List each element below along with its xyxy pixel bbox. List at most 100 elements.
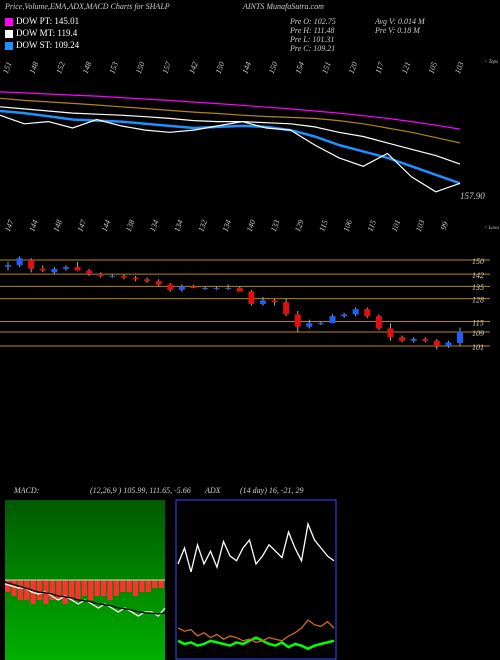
candle-body bbox=[317, 323, 324, 325]
bottom-label: 148 bbox=[51, 219, 64, 233]
y-tick-label: 101 bbox=[472, 343, 484, 352]
top-label: 154 bbox=[294, 61, 307, 75]
top-label: 117 bbox=[373, 60, 386, 75]
histogram-bar bbox=[49, 580, 55, 600]
histogram-bar bbox=[133, 580, 139, 596]
candle-body bbox=[352, 309, 359, 315]
stat: Pre C: 109.21 bbox=[289, 44, 335, 53]
histogram-bar bbox=[37, 580, 43, 600]
top-label: 157 bbox=[161, 60, 174, 75]
bottom-label: 140 bbox=[245, 219, 258, 233]
candle-body bbox=[364, 309, 371, 317]
candle-body bbox=[283, 302, 290, 315]
candle-body bbox=[109, 275, 116, 277]
chart-subtitle: AINTS MunafaSutra.com bbox=[242, 2, 324, 11]
legend-swatch bbox=[5, 30, 13, 38]
bottom-label: 132 bbox=[196, 219, 209, 233]
bottom-label: 134 bbox=[221, 219, 234, 233]
bottom-label: 138 bbox=[124, 219, 137, 233]
top-label: 105 bbox=[426, 61, 439, 75]
bottom-label: 99 bbox=[439, 220, 450, 231]
stat: Pre L: 101.31 bbox=[289, 35, 334, 44]
series-line bbox=[177, 619, 335, 644]
candle-body bbox=[294, 314, 301, 327]
bottom-label: 144 bbox=[27, 219, 40, 233]
top-label: 144 bbox=[240, 61, 253, 75]
candle-body bbox=[445, 342, 452, 347]
candle-body bbox=[457, 331, 463, 343]
series-line bbox=[0, 97, 461, 144]
bottom-label: 115 bbox=[317, 219, 329, 233]
bottom-label: 134 bbox=[148, 219, 161, 233]
histogram-bar bbox=[113, 580, 119, 596]
top-label: 148 bbox=[81, 61, 94, 75]
candle-body bbox=[271, 300, 278, 303]
top-note: < Tops bbox=[484, 60, 498, 65]
adx-subtitle: (14 day) 16, -21, 29 bbox=[240, 486, 304, 495]
candle-body bbox=[306, 323, 313, 327]
macd-title: MACD: bbox=[13, 486, 40, 495]
candle-body bbox=[62, 267, 69, 269]
histogram-bar bbox=[69, 580, 75, 600]
series-line bbox=[0, 91, 461, 130]
histogram-bar bbox=[152, 580, 158, 588]
legend-swatch bbox=[5, 42, 13, 50]
candle-body bbox=[74, 267, 81, 271]
top-label: 151 bbox=[320, 61, 333, 75]
candle-body bbox=[387, 328, 394, 338]
candle-body bbox=[28, 260, 35, 269]
candle-body bbox=[190, 286, 197, 289]
candle-body bbox=[39, 268, 46, 271]
candle-body bbox=[433, 340, 440, 347]
bottom-note: < Lows bbox=[484, 226, 499, 231]
bottom-label: 115 bbox=[366, 219, 378, 233]
top-label: 120 bbox=[347, 61, 360, 75]
candle-body bbox=[341, 314, 348, 317]
candle-body bbox=[5, 265, 11, 268]
y-tick-label: 109 bbox=[472, 329, 484, 338]
bottom-label: 101 bbox=[390, 219, 403, 233]
stat: Avg V: 0.014 M bbox=[374, 17, 426, 26]
stat: Pre H: 111.48 bbox=[289, 26, 335, 35]
y-tick-label: 115 bbox=[472, 318, 483, 327]
histogram-bar bbox=[139, 580, 145, 592]
candle-body bbox=[167, 284, 174, 290]
histogram-bar bbox=[75, 580, 81, 600]
legend-label: DOW ST: 109.24 bbox=[16, 40, 80, 50]
legend-label: DOW PT: 145.01 bbox=[16, 16, 79, 26]
series-line bbox=[4, 583, 166, 617]
top-label: 142 bbox=[187, 61, 200, 75]
histogram-bar bbox=[17, 580, 23, 600]
histogram-bar bbox=[120, 580, 126, 592]
histogram-bar bbox=[56, 580, 62, 600]
histogram-bar bbox=[88, 580, 94, 600]
candle-body bbox=[178, 286, 185, 290]
bottom-label: 129 bbox=[293, 219, 306, 233]
candle-body bbox=[155, 281, 162, 285]
series-line bbox=[0, 109, 461, 185]
candle-body bbox=[248, 291, 255, 304]
series-line bbox=[4, 581, 166, 615]
candle-body bbox=[399, 337, 406, 341]
candle-body bbox=[16, 258, 23, 266]
histogram-bar bbox=[5, 580, 11, 592]
candle-body bbox=[259, 300, 266, 304]
bottom-label: 106 bbox=[341, 219, 354, 233]
histogram-bar bbox=[81, 580, 87, 596]
candle-body bbox=[236, 288, 243, 292]
candle-body bbox=[132, 277, 139, 280]
top-label: 150 bbox=[214, 61, 227, 75]
histogram-bar bbox=[101, 580, 107, 596]
candle-body bbox=[225, 288, 232, 290]
top-label: 148 bbox=[28, 61, 41, 75]
histogram-bar bbox=[126, 580, 132, 592]
candle-body bbox=[410, 339, 417, 341]
bottom-label: 134 bbox=[172, 219, 185, 233]
histogram-bar bbox=[107, 580, 113, 600]
series-line bbox=[0, 114, 461, 193]
series-line bbox=[177, 521, 335, 573]
histogram-bar bbox=[62, 580, 68, 604]
candle-body bbox=[202, 288, 209, 290]
top-label: 103 bbox=[453, 61, 466, 75]
